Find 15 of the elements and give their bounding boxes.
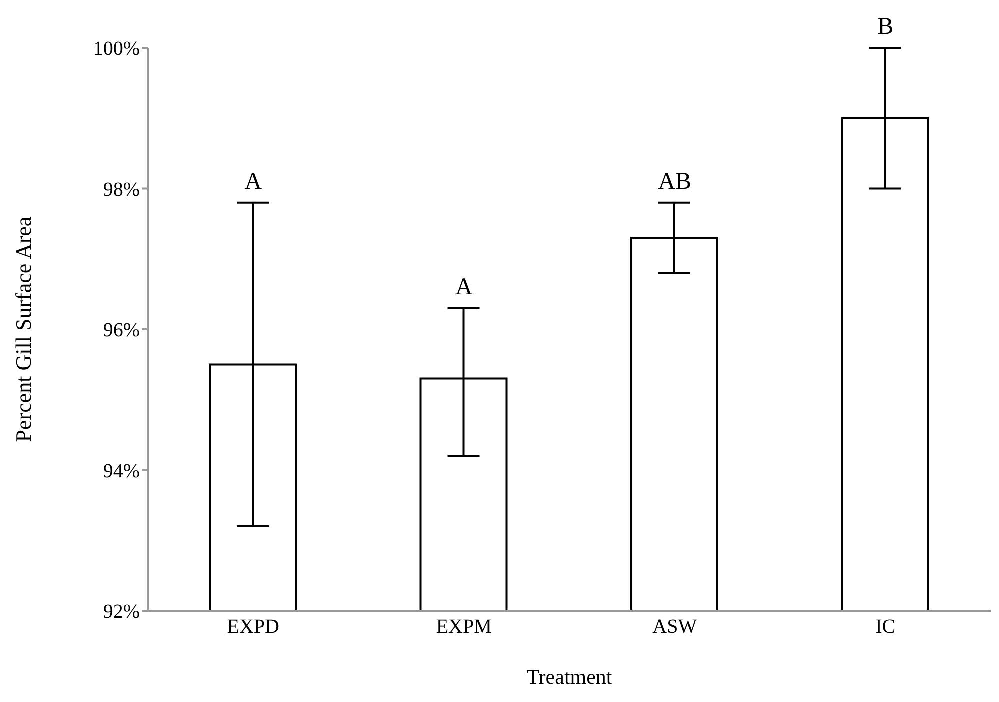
y-tick-label: 98%: [103, 178, 140, 201]
y-tick-label: 100%: [93, 38, 140, 60]
annotation: A: [244, 168, 263, 195]
x-axis-title: Treatment: [526, 665, 612, 689]
annotation: B: [878, 14, 894, 40]
x-tick-label: ASW: [652, 616, 698, 638]
y-tick-label: 92%: [103, 601, 140, 624]
annotation: A: [455, 274, 474, 300]
y-tick-label: 94%: [103, 460, 140, 482]
y-axis-title: Percent Gill Surface Area: [10, 216, 36, 442]
y-tick-label: 96%: [103, 320, 140, 342]
x-tick-label: EXPM: [436, 616, 492, 638]
x-tick-label: IC: [876, 616, 896, 638]
x-tick-label: EXPD: [227, 616, 280, 638]
annotation: AB: [658, 168, 692, 195]
